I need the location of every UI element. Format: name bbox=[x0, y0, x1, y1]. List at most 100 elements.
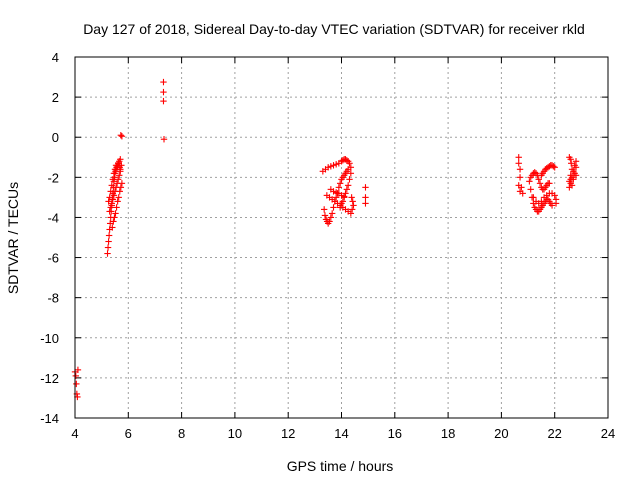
data-point bbox=[117, 166, 124, 173]
data-point bbox=[548, 202, 556, 209]
x-tick-label: 14 bbox=[334, 426, 348, 441]
data-point bbox=[350, 202, 357, 209]
data-point bbox=[347, 210, 355, 217]
data-point bbox=[343, 186, 351, 193]
data-point bbox=[340, 193, 348, 200]
data-point bbox=[362, 200, 369, 207]
data-point bbox=[106, 208, 113, 215]
data-point bbox=[342, 190, 349, 197]
data-point bbox=[117, 184, 125, 191]
data-point bbox=[335, 184, 343, 191]
data-point bbox=[117, 156, 124, 163]
y-tick-label: -2 bbox=[47, 170, 59, 185]
y-tick-label: -12 bbox=[40, 371, 59, 386]
y-axis-label: SDTVAR / TECUs bbox=[5, 182, 21, 294]
data-point bbox=[567, 176, 574, 183]
data-point bbox=[160, 136, 168, 143]
data-point bbox=[516, 174, 524, 181]
data-point bbox=[530, 194, 537, 201]
data-point bbox=[107, 204, 114, 211]
data-point bbox=[347, 170, 355, 177]
data-point bbox=[111, 214, 118, 221]
y-tick-label: -6 bbox=[47, 251, 59, 266]
data-point bbox=[160, 78, 167, 86]
x-tick-label: 18 bbox=[441, 426, 455, 441]
data-point bbox=[326, 218, 333, 225]
data-point bbox=[362, 194, 369, 201]
x-tick-label: 8 bbox=[178, 426, 185, 441]
x-tick-label: 6 bbox=[125, 426, 132, 441]
x-tick-label: 16 bbox=[388, 426, 402, 441]
data-point bbox=[321, 212, 329, 219]
data-point bbox=[536, 180, 544, 187]
data-point bbox=[115, 194, 122, 201]
grid-lines bbox=[75, 57, 608, 418]
data-point bbox=[572, 158, 580, 165]
data-point bbox=[551, 192, 558, 199]
data-point bbox=[572, 164, 580, 171]
data-point bbox=[527, 186, 534, 193]
data-point bbox=[535, 176, 542, 183]
data-point bbox=[73, 380, 80, 388]
data-point bbox=[568, 160, 575, 167]
data-point bbox=[118, 180, 126, 187]
data-point bbox=[546, 180, 553, 187]
data-point bbox=[348, 194, 355, 201]
data-point bbox=[330, 204, 337, 211]
data-point bbox=[550, 163, 557, 170]
x-tick-label: 22 bbox=[547, 426, 561, 441]
data-point bbox=[515, 160, 522, 167]
data-point bbox=[110, 192, 118, 199]
data-point bbox=[572, 172, 580, 179]
x-tick-label: 24 bbox=[601, 426, 615, 441]
data-point bbox=[109, 196, 117, 203]
data-point bbox=[160, 97, 167, 105]
data-point bbox=[336, 180, 344, 187]
data-point bbox=[105, 232, 113, 239]
data-point bbox=[160, 88, 167, 96]
data-point bbox=[538, 198, 545, 205]
data-point bbox=[349, 198, 356, 205]
data-point bbox=[114, 198, 121, 205]
data-point bbox=[328, 210, 336, 217]
x-tick-label: 20 bbox=[494, 426, 508, 441]
y-tick-label: -4 bbox=[47, 210, 59, 225]
data-point bbox=[108, 200, 115, 207]
data-point bbox=[104, 250, 111, 257]
data-point bbox=[110, 218, 117, 225]
y-tick-label: -10 bbox=[40, 331, 59, 346]
plot-frame bbox=[74, 56, 609, 419]
data-point bbox=[552, 200, 560, 207]
chart-title: Day 127 of 2018, Sidereal Day-to-day VTE… bbox=[83, 21, 585, 37]
data-point bbox=[118, 133, 126, 140]
data-point bbox=[348, 206, 356, 213]
data-point bbox=[346, 160, 353, 167]
y-tick-label: -8 bbox=[47, 291, 59, 306]
y-tick-label: -14 bbox=[40, 411, 59, 426]
x-axis-label: GPS time / hours bbox=[287, 458, 394, 474]
data-point bbox=[346, 176, 353, 183]
data-point bbox=[104, 244, 112, 251]
data-point bbox=[344, 182, 352, 189]
x-tick-label: 10 bbox=[228, 426, 242, 441]
y-tick-labels: 4 2 0 -2 -4 -6 -8 -10 -12 -14 bbox=[40, 50, 59, 426]
data-point bbox=[118, 162, 125, 169]
data-point bbox=[116, 188, 123, 195]
data-point bbox=[568, 182, 576, 189]
data-point bbox=[116, 172, 123, 179]
data-points bbox=[71, 78, 580, 401]
data-point bbox=[327, 214, 335, 221]
data-point bbox=[109, 224, 116, 231]
data-point bbox=[108, 182, 115, 189]
data-point bbox=[518, 184, 525, 191]
y-tick-label: 4 bbox=[52, 50, 59, 65]
data-point bbox=[320, 206, 328, 213]
data-point bbox=[113, 204, 120, 211]
data-point bbox=[105, 238, 112, 245]
data-point bbox=[516, 166, 524, 173]
data-point bbox=[362, 184, 369, 191]
x-tick-label: 12 bbox=[281, 426, 295, 441]
data-point bbox=[114, 176, 122, 183]
data-point bbox=[112, 210, 119, 217]
